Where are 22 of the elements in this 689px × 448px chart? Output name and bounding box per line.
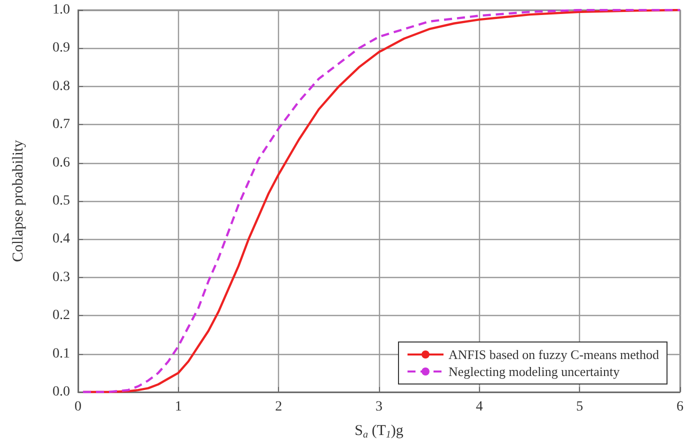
- y-tick-label: 0.1: [52, 346, 70, 362]
- x-tick-label: 5: [576, 400, 584, 414]
- legend-label: ANFIS based on fuzzy C-means method: [448, 347, 660, 362]
- y-tick-label: 0.6: [52, 155, 70, 170]
- y-tick-label: 0.3: [52, 270, 70, 285]
- x-tick-label: 4: [476, 400, 483, 414]
- y-tick-label: 0.4: [52, 232, 70, 247]
- x-tick-label: 6: [676, 400, 684, 414]
- y-tick-label: 0.8: [52, 78, 70, 94]
- legend-label: Neglecting modeling uncertainty: [448, 364, 620, 379]
- line-series: [82, 8, 682, 394]
- y-tick-label: 0.7: [52, 117, 70, 132]
- y-tick-label: 1.0: [52, 2, 70, 18]
- x-tick-label: 3: [376, 400, 382, 414]
- x-tick-label: 0: [74, 400, 82, 414]
- x-tick-label: 2: [275, 400, 282, 414]
- y-tick-label: 0.0: [52, 384, 70, 400]
- y-tick-label: 0.2: [52, 308, 70, 324]
- y-axis-title: Collapse probability: [10, 139, 26, 262]
- x-tick-label: 1: [174, 400, 182, 414]
- y-tick-label: 0.5: [52, 194, 70, 208]
- y-tick-label: 0.9: [52, 40, 70, 56]
